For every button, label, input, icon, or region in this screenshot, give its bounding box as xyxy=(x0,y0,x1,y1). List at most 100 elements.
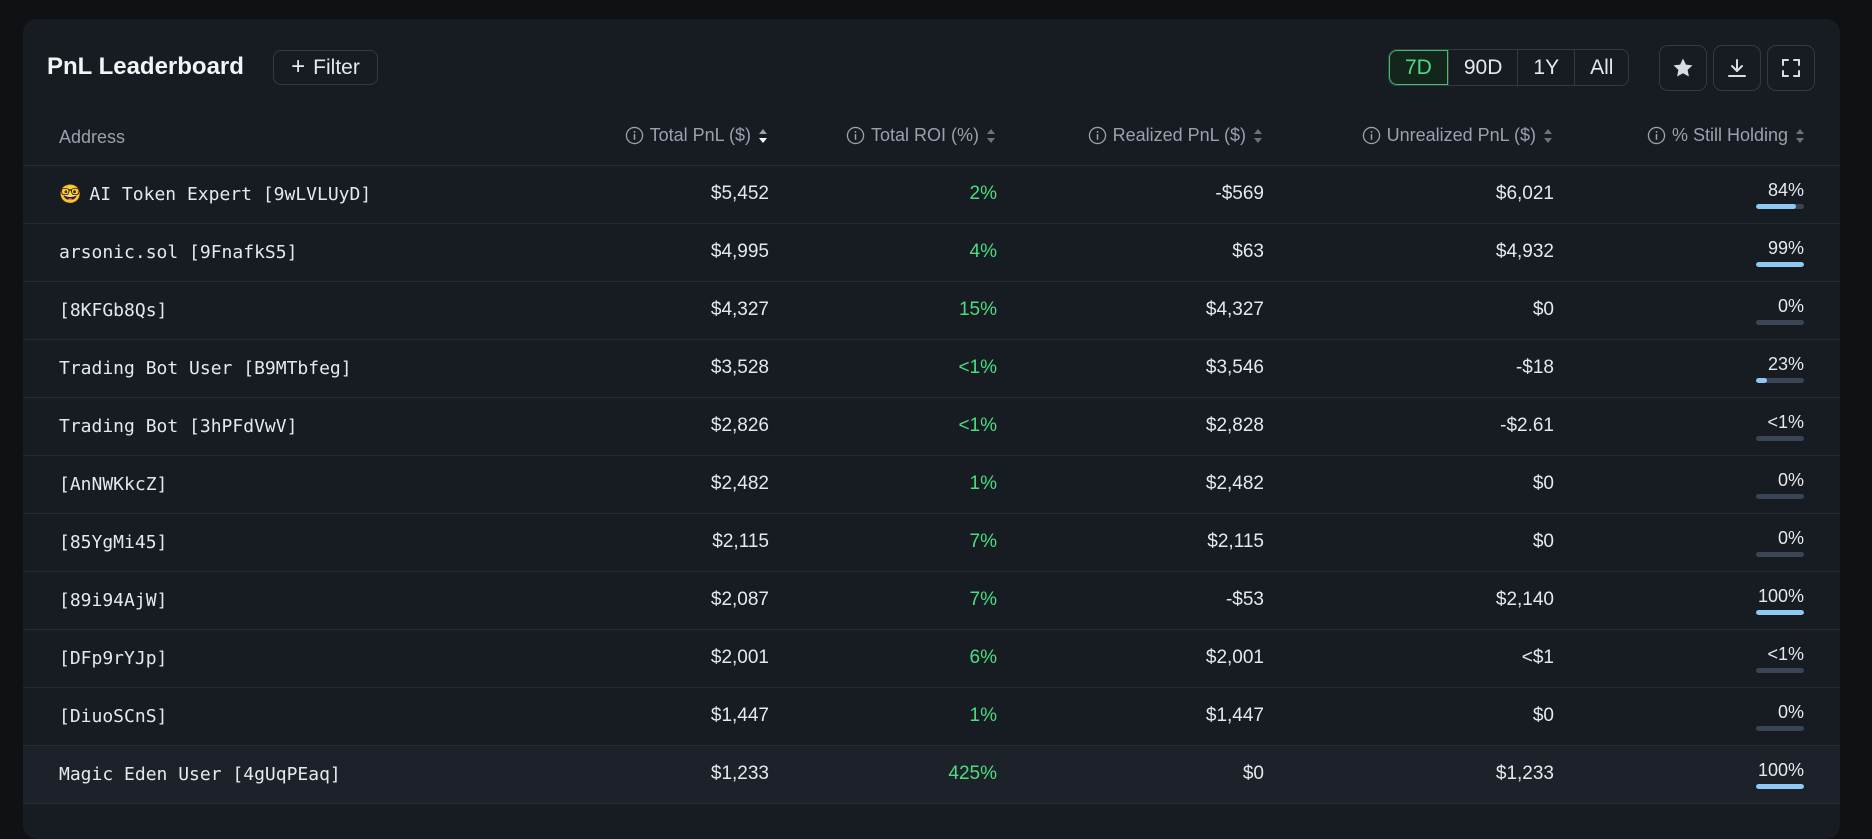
still-holding-bar xyxy=(1756,319,1804,325)
range-90d-button[interactable]: 90D xyxy=(1447,50,1518,85)
info-icon[interactable] xyxy=(846,126,865,145)
sort-icon[interactable] xyxy=(1252,126,1264,146)
address-cell[interactable]: [AnNWKkcZ] xyxy=(23,455,583,514)
still-holding-value: 23% xyxy=(1767,353,1804,374)
still-holding-value: 0% xyxy=(1777,701,1804,722)
still-holding-bar xyxy=(1756,551,1804,557)
unrealized-pnl-cell: $2,140 xyxy=(1264,571,1554,630)
sort-icon[interactable] xyxy=(1794,126,1806,146)
sort-icon[interactable] xyxy=(1542,126,1554,146)
plus-icon: + xyxy=(291,52,306,80)
sort-icon[interactable] xyxy=(757,126,769,146)
total-pnl-cell: $4,327 xyxy=(583,281,769,340)
total-roi-cell: 1% xyxy=(769,455,997,514)
still-holding-cell: 100% xyxy=(1554,745,1840,804)
table-row[interactable]: Magic Eden User [4gUqPEaq] $1,233 425% $0 $1… xyxy=(23,745,1840,804)
fullscreen-icon xyxy=(1782,59,1800,77)
table-row[interactable]: [89i94AjW] $2,087 7% -$53 $2,140 100% xyxy=(23,571,1840,630)
fullscreen-button[interactable] xyxy=(1767,45,1815,91)
unrealized-pnl-cell: $0 xyxy=(1264,455,1554,514)
address-label: arsonic.sol [9FnafkS5] xyxy=(59,241,298,263)
address-cell[interactable]: 🤓 AI Token Expert [9wLVLUyD] xyxy=(23,165,583,224)
unrealized-pnl-cell: $0 xyxy=(1264,513,1554,572)
address-label: [89i94AjW] xyxy=(59,589,168,611)
still-holding-bar xyxy=(1756,725,1804,731)
still-holding-value: 100% xyxy=(1757,759,1804,780)
still-holding-bar-fill xyxy=(1756,261,1804,267)
column-header-realized-pnl[interactable]: Realized PnL ($) xyxy=(997,111,1264,166)
info-icon[interactable] xyxy=(1088,126,1107,145)
range-all-button[interactable]: All xyxy=(1574,50,1628,85)
unrealized-pnl-cell: $6,021 xyxy=(1264,165,1554,224)
still-holding-bar xyxy=(1756,377,1804,383)
address-cell[interactable]: [8KFGb8Qs] xyxy=(23,281,583,340)
realized-pnl-cell: -$53 xyxy=(997,571,1264,630)
address-label: Trading Bot User [B9MTbfeg] xyxy=(59,357,352,379)
total-pnl-cell: $2,087 xyxy=(583,571,769,630)
unrealized-pnl-cell: $0 xyxy=(1264,281,1554,340)
total-pnl-cell: $4,995 xyxy=(583,223,769,282)
pnl-leaderboard-card: PnL Leaderboard + Filter 7D 90D 1Y All xyxy=(23,19,1840,839)
address-cell[interactable]: arsonic.sol [9FnafkS5] xyxy=(23,223,583,282)
range-7d-button[interactable]: 7D xyxy=(1389,50,1448,85)
address-cell[interactable]: [DFp9rYJp] xyxy=(23,629,583,688)
table-row[interactable]: [DiuoSCnS] $1,447 1% $1,447 $0 0% xyxy=(23,687,1840,746)
total-pnl-cell: $1,447 xyxy=(583,687,769,746)
still-holding-cell: 84% xyxy=(1554,165,1840,224)
favorite-button[interactable] xyxy=(1659,45,1707,91)
unrealized-pnl-cell: -$2.61 xyxy=(1264,397,1554,456)
address-cell[interactable]: [89i94AjW] xyxy=(23,571,583,630)
still-holding-bar xyxy=(1756,667,1804,673)
still-holding-value: 0% xyxy=(1777,295,1804,316)
address-label: [DFp9rYJp] xyxy=(59,647,168,669)
column-header-total-roi[interactable]: Total ROI (%) xyxy=(769,111,997,166)
info-icon[interactable] xyxy=(625,126,644,145)
total-roi-cell: 2% xyxy=(769,165,997,224)
info-icon[interactable] xyxy=(1362,126,1381,145)
address-cell[interactable]: [85YgMi45] xyxy=(23,513,583,572)
table-row[interactable]: [AnNWKkcZ] $2,482 1% $2,482 $0 0% xyxy=(23,455,1840,514)
still-holding-cell: <1% xyxy=(1554,397,1840,456)
realized-pnl-cell: $1,447 xyxy=(997,687,1264,746)
still-holding-value: <1% xyxy=(1767,411,1804,432)
address-cell[interactable]: Trading Bot User [B9MTbfeg] xyxy=(23,339,583,398)
still-holding-bar-fill xyxy=(1756,783,1804,789)
column-header-unrealized-pnl[interactable]: Unrealized PnL ($) xyxy=(1264,111,1554,166)
table-row[interactable]: [85YgMi45] $2,115 7% $2,115 $0 0% xyxy=(23,513,1840,572)
table-row[interactable]: Trading Bot [3hPFdVwV] $2,826 <1% $2,828 -$2… xyxy=(23,397,1840,456)
total-pnl-cell: $2,115 xyxy=(583,513,769,572)
realized-pnl-cell: -$569 xyxy=(997,165,1264,224)
sort-icon[interactable] xyxy=(985,126,997,146)
column-header-total-pnl[interactable]: Total PnL ($) xyxy=(583,111,769,166)
star-icon xyxy=(1673,58,1693,77)
table-row[interactable]: [8KFGb8Qs] $4,327 15% $4,327 $0 0% xyxy=(23,281,1840,340)
address-cell[interactable]: Trading Bot [3hPFdVwV] xyxy=(23,397,583,456)
table-row[interactable]: 🤓 AI Token Expert [9wLVLUyD] $5,452 2% -$569… xyxy=(23,165,1840,224)
address-cell[interactable]: Magic Eden User [4gUqPEaq] xyxy=(23,745,583,804)
realized-pnl-cell: $0 xyxy=(997,745,1264,804)
page-title: PnL Leaderboard xyxy=(47,53,244,80)
realized-pnl-cell: $2,115 xyxy=(997,513,1264,572)
unrealized-pnl-cell: -$18 xyxy=(1264,339,1554,398)
table-row[interactable]: arsonic.sol [9FnafkS5] $4,995 4% $63 $4,932 9… xyxy=(23,223,1840,282)
time-range-selector: 7D 90D 1Y All xyxy=(1388,49,1630,86)
still-holding-value: <1% xyxy=(1767,643,1804,664)
address-label: Trading Bot [3hPFdVwV] xyxy=(59,415,298,437)
total-roi-cell: <1% xyxy=(769,397,997,456)
address-cell[interactable]: [DiuoSCnS] xyxy=(23,687,583,746)
total-roi-cell: <1% xyxy=(769,339,997,398)
still-holding-cell: 100% xyxy=(1554,571,1840,630)
column-header-still-holding[interactable]: % Still Holding xyxy=(1554,111,1840,166)
range-1y-button[interactable]: 1Y xyxy=(1517,50,1574,85)
total-roi-cell: 7% xyxy=(769,571,997,630)
still-holding-cell: 0% xyxy=(1554,687,1840,746)
leaderboard-header: PnL Leaderboard + Filter 7D 90D 1Y All xyxy=(23,19,1840,111)
total-pnl-cell: $3,528 xyxy=(583,339,769,398)
table-row[interactable]: Trading Bot User [B9MTbfeg] $3,528 <1% $3,5… xyxy=(23,339,1840,398)
table-row[interactable]: [DFp9rYJp] $2,001 6% $2,001 <$1 <1% xyxy=(23,629,1840,688)
download-button[interactable] xyxy=(1713,45,1761,91)
filter-button[interactable]: + Filter xyxy=(273,50,378,85)
address-label: [85YgMi45] xyxy=(59,531,168,553)
info-icon[interactable] xyxy=(1647,126,1666,145)
leaderboard-rows: 🤓 AI Token Expert [9wLVLUyD] $5,452 2% -$569… xyxy=(23,165,1840,804)
